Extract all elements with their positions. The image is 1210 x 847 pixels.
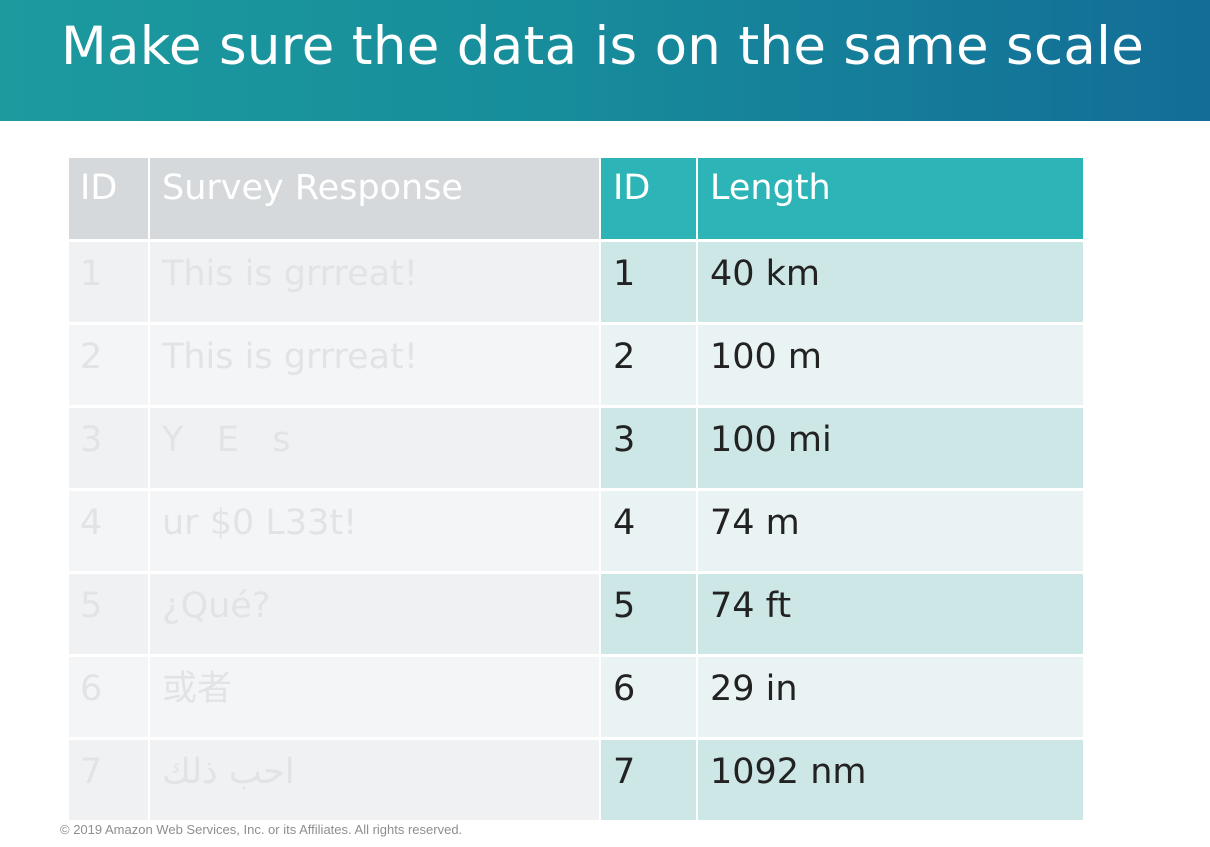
survey-id-cell: 7 — [69, 738, 150, 823]
length-id-cell: 3 — [601, 406, 698, 491]
tables-container: ID Survey Response 1 This is grrreat! 2 … — [69, 158, 1083, 823]
length-id-cell: 7 — [601, 738, 698, 823]
table-row: 7 احب ذلك — [69, 738, 601, 823]
length-value-cell: 74 m — [697, 489, 1083, 574]
length-id-header: ID — [601, 158, 698, 242]
survey-id-header: ID — [69, 158, 150, 242]
table-row: 2 100 m — [601, 323, 1083, 408]
table-row: 7 1092 nm — [601, 738, 1083, 823]
table-row: 3 100 mi — [601, 406, 1083, 491]
table-row: 5 ¿Qué? — [69, 572, 601, 657]
length-value-cell: 74 ft — [697, 572, 1083, 657]
length-id-cell: 1 — [601, 240, 698, 325]
survey-id-cell: 4 — [69, 489, 150, 574]
title-banner: Make sure the data is on the same scale — [0, 0, 1210, 121]
survey-header-row: ID Survey Response — [69, 158, 601, 242]
length-table: ID Length 1 40 km 2 100 m 3 100 mi 4 74 … — [601, 158, 1083, 823]
survey-response-cell: ur $0 L33t! — [149, 489, 601, 574]
table-row: 6 29 in — [601, 655, 1083, 740]
table-row: 6 或者 — [69, 655, 601, 740]
table-row: 5 74 ft — [601, 572, 1083, 657]
survey-response-cell: Y E s — [149, 406, 601, 491]
survey-response-cell: 或者 — [149, 655, 601, 740]
table-row: 3 Y E s — [69, 406, 601, 491]
table-row: 4 74 m — [601, 489, 1083, 574]
survey-response-cell: ¿Qué? — [149, 572, 601, 657]
survey-id-cell: 1 — [69, 240, 150, 325]
length-id-cell: 6 — [601, 655, 698, 740]
length-value-header: Length — [697, 158, 1083, 242]
survey-response-header: Survey Response — [149, 158, 601, 242]
length-value-cell: 29 in — [697, 655, 1083, 740]
length-id-cell: 4 — [601, 489, 698, 574]
survey-response-cell: احب ذلك — [149, 738, 601, 823]
length-value-cell: 1092 nm — [697, 738, 1083, 823]
length-value-cell: 100 m — [697, 323, 1083, 408]
survey-id-cell: 5 — [69, 572, 150, 657]
length-value-cell: 40 km — [697, 240, 1083, 325]
survey-response-cell: This is grrreat! — [149, 240, 601, 325]
survey-response-table: ID Survey Response 1 This is grrreat! 2 … — [69, 158, 601, 823]
table-row: 2 This is grrreat! — [69, 323, 601, 408]
length-id-cell: 2 — [601, 323, 698, 408]
survey-response-cell: This is grrreat! — [149, 323, 601, 408]
survey-id-cell: 3 — [69, 406, 150, 491]
length-value-cell: 100 mi — [697, 406, 1083, 491]
table-row: 1 40 km — [601, 240, 1083, 325]
copyright-footer: © 2019 Amazon Web Services, Inc. or its … — [60, 822, 463, 837]
table-row: 4 ur $0 L33t! — [69, 489, 601, 574]
slide-title: Make sure the data is on the same scale — [61, 16, 1145, 77]
length-header-row: ID Length — [601, 158, 1083, 242]
table-row: 1 This is grrreat! — [69, 240, 601, 325]
length-id-cell: 5 — [601, 572, 698, 657]
survey-id-cell: 2 — [69, 323, 150, 408]
survey-id-cell: 6 — [69, 655, 150, 740]
